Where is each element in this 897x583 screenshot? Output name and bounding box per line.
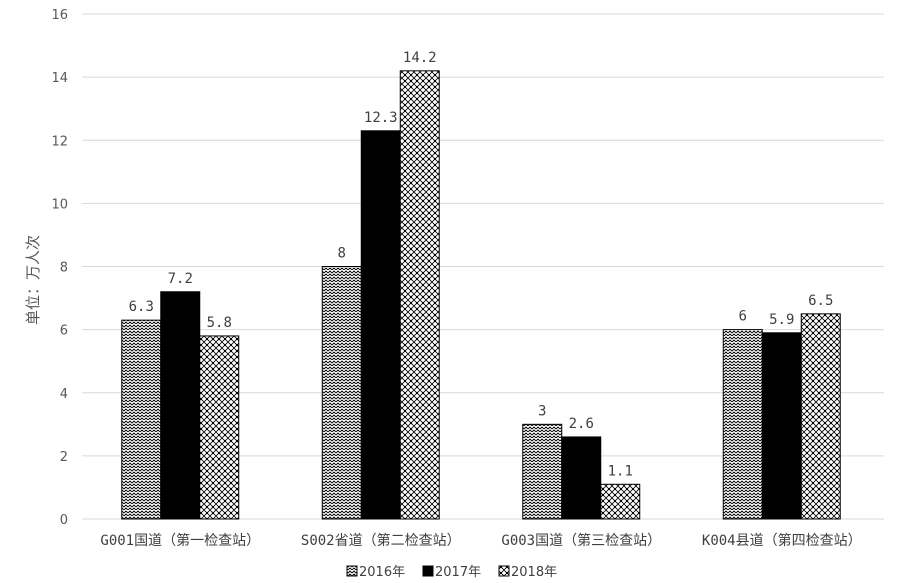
y-tick-label: 12 <box>51 134 68 149</box>
data-label: 6 <box>739 309 747 325</box>
data-label: 14.2 <box>403 50 437 66</box>
x-category-label: K004县道（第四检查站） <box>702 532 862 549</box>
x-category-label: G003国道（第三检查站） <box>501 532 661 549</box>
bar <box>761 332 802 520</box>
bar <box>561 436 602 520</box>
data-label: 1.1 <box>608 463 633 479</box>
y-tick-label: 4 <box>60 387 68 402</box>
y-tick-label: 8 <box>60 261 68 276</box>
bar <box>800 313 841 520</box>
bar <box>160 291 201 520</box>
data-label: 7.2 <box>168 271 193 287</box>
bar <box>321 266 362 520</box>
y-tick-label: 10 <box>51 197 68 212</box>
legend: 2016年 2017年 2018年 <box>346 565 557 580</box>
legend-label: 2016年 <box>359 565 405 580</box>
y-tick-label: 2 <box>60 450 68 465</box>
data-label: 3 <box>538 403 546 419</box>
data-label: 2.6 <box>569 416 594 432</box>
y-tick-label: 16 <box>51 8 68 23</box>
y-axis-ticks: 0 2 4 6 8 10 12 14 16 <box>51 8 68 528</box>
bar <box>199 335 240 520</box>
data-label: 12.3 <box>364 110 398 126</box>
x-category-label: G001国道（第一检查站） <box>100 532 260 549</box>
legend-swatch <box>498 565 510 577</box>
y-tick-label: 0 <box>60 513 68 528</box>
data-label: 6.5 <box>808 293 833 309</box>
bar <box>399 70 440 520</box>
legend-label: 2018年 <box>511 565 557 580</box>
bars <box>121 70 841 520</box>
legend-label: 2017年 <box>435 565 481 580</box>
legend-swatch <box>346 565 358 577</box>
y-tick-label: 6 <box>60 324 68 339</box>
bar <box>722 329 763 520</box>
data-label: 6.3 <box>129 299 154 315</box>
data-label: 8 <box>338 246 346 262</box>
y-axis-title: 单位：万人次 <box>24 235 42 325</box>
data-labels: 6.3 7.2 5.8 8 12.3 14.2 3 2.6 1.1 6 5.9 6.5 <box>129 50 834 479</box>
bar <box>360 130 401 520</box>
bar <box>522 423 563 520</box>
y-tick-label: 14 <box>51 71 68 86</box>
data-label: 5.8 <box>207 315 232 331</box>
bar <box>121 319 162 520</box>
legend-swatch <box>422 565 434 577</box>
data-label: 5.9 <box>769 312 794 328</box>
bar <box>600 483 641 520</box>
x-category-label: S002省道（第二检查站） <box>301 532 461 549</box>
x-axis-categories: G001国道（第一检查站） S002省道（第二检查站） G003国道（第三检查站） K… <box>100 532 861 549</box>
